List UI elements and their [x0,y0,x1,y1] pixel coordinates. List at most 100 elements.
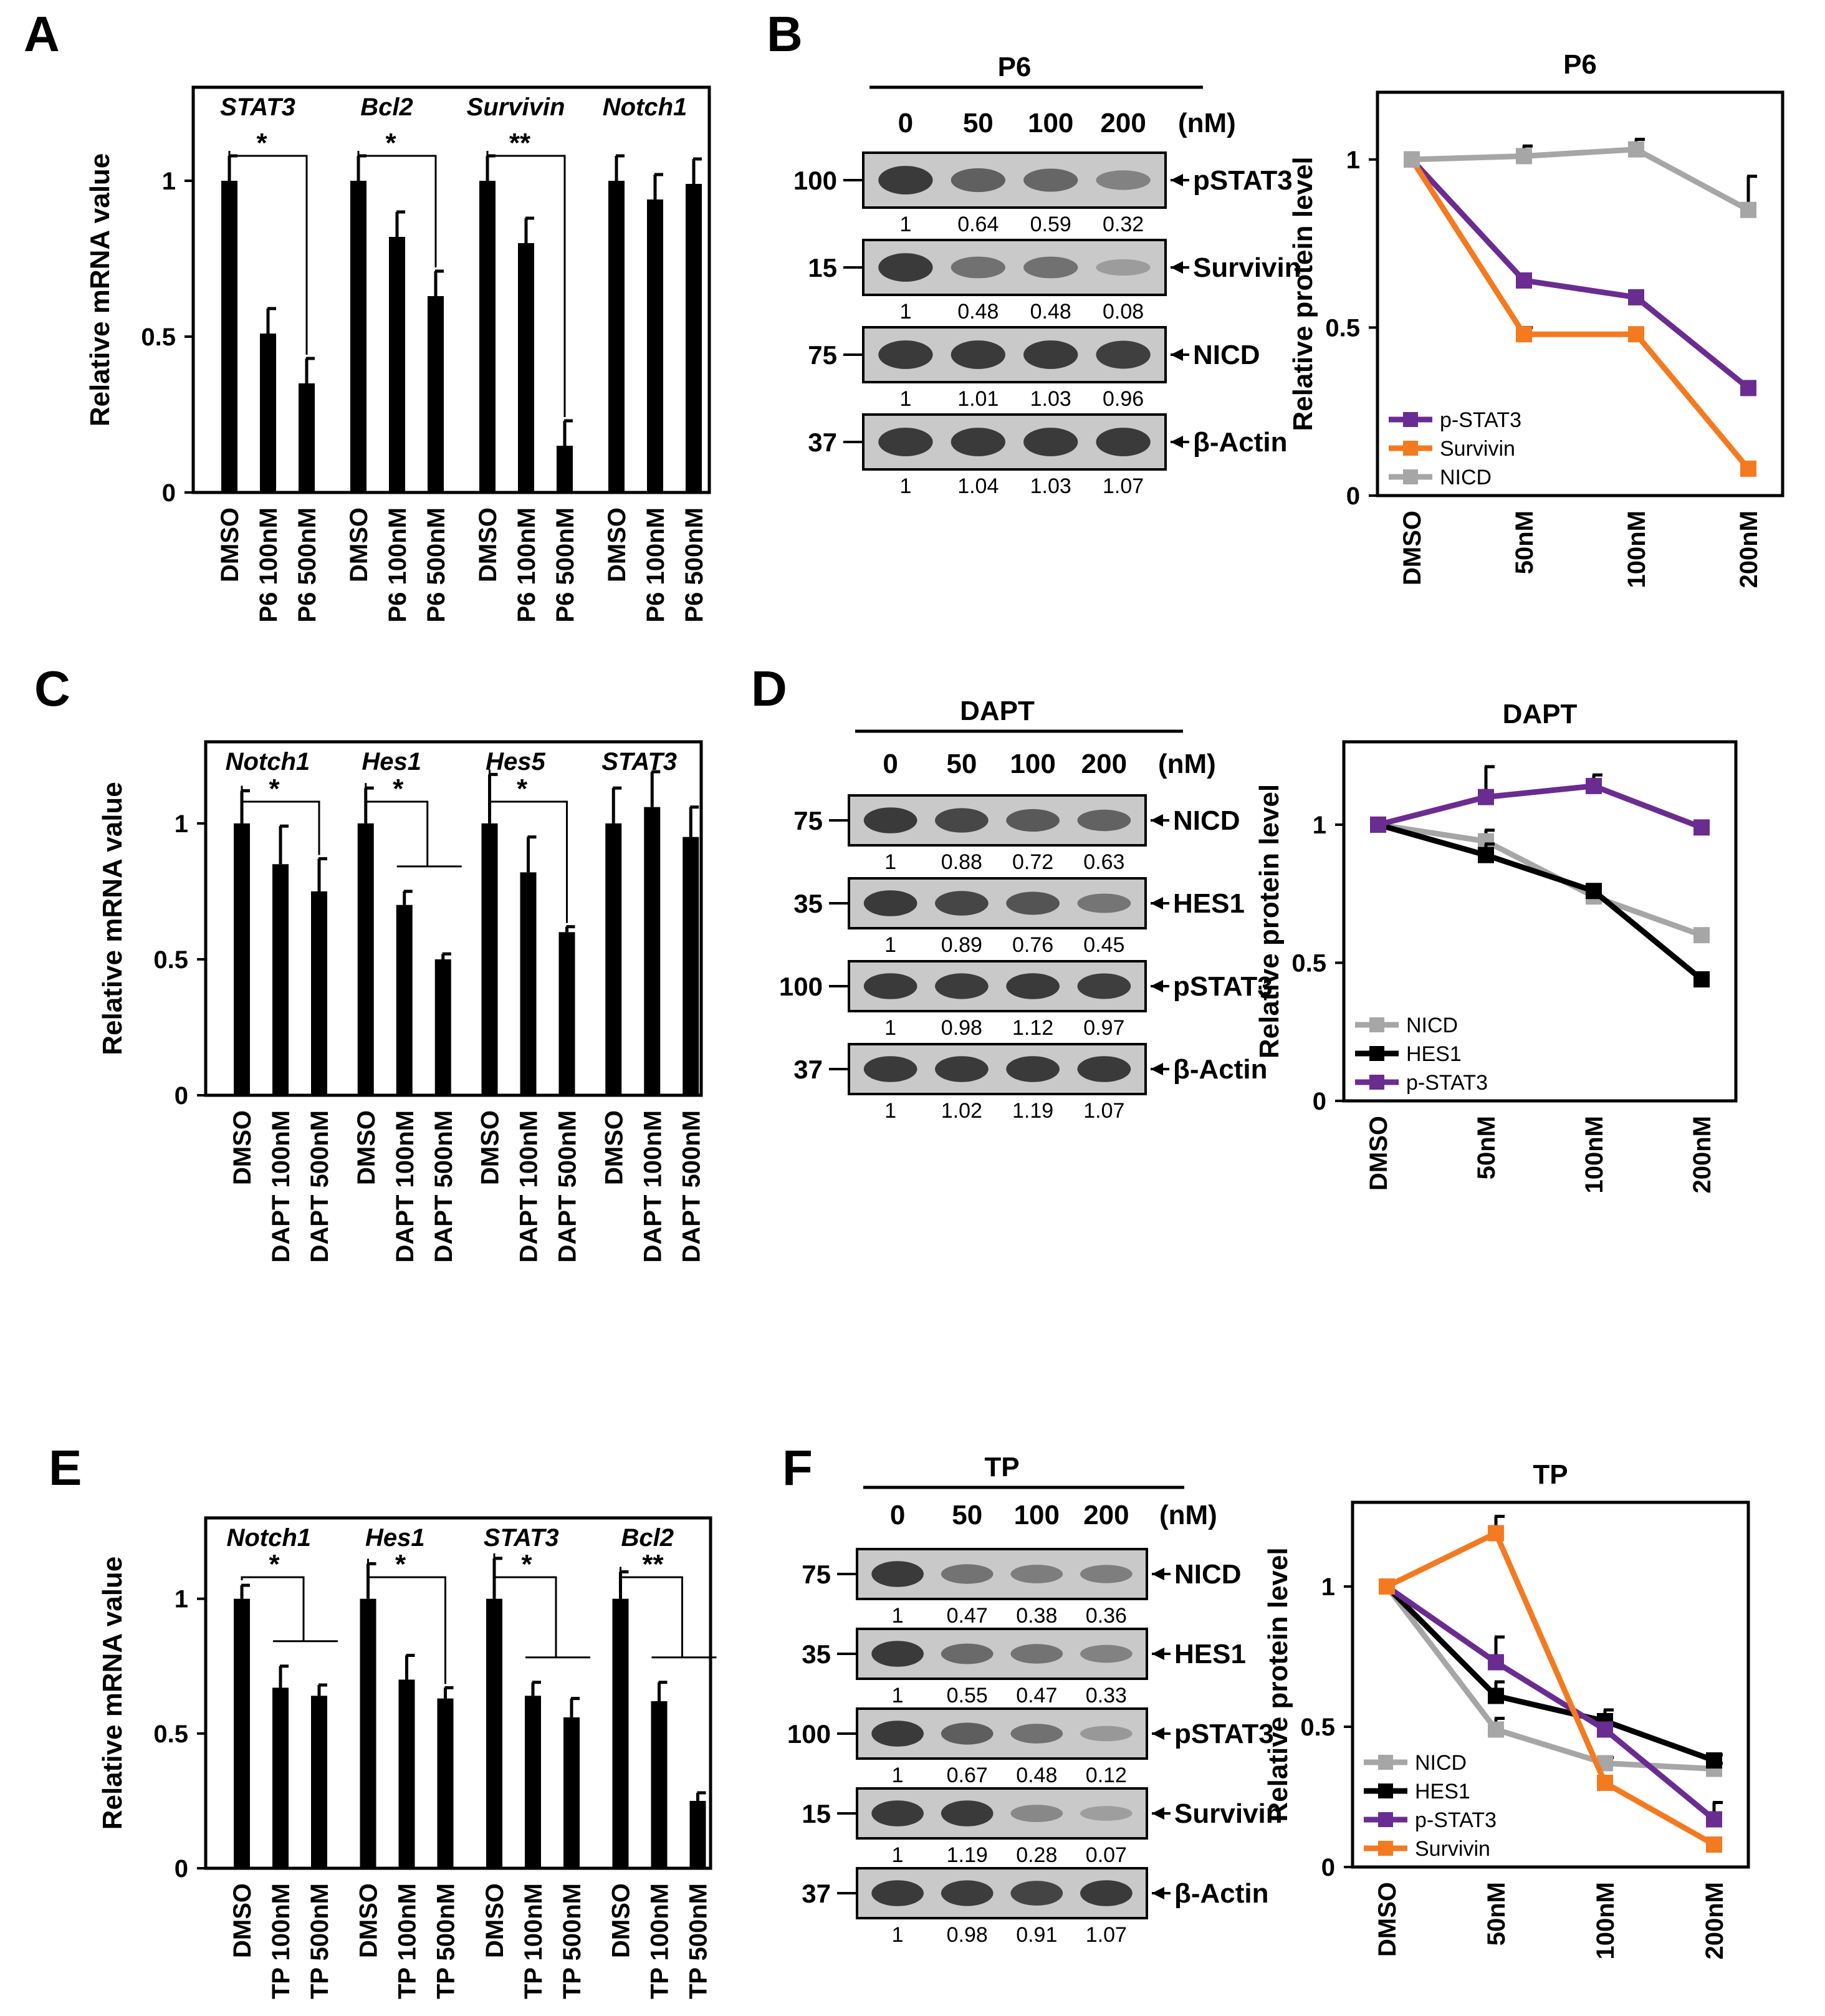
line-chart-f: TP 0 0.5 1 Relative protein level DMSO 50nM 100… [1263,1459,1750,1960]
bar [557,446,573,492]
gene-label: STAT3 [601,748,677,775]
protein-band [1096,170,1151,190]
data-point [1628,289,1644,305]
y-axis-label: Relative mRNA value [85,153,115,427]
protein-band [1077,973,1131,999]
band-quantification: 1.07 [1083,1099,1124,1123]
series-line [1377,822,1703,982]
blot-treatment-title: TP [984,1452,1019,1482]
x-tick-label: DMSO [481,1883,509,1958]
band-quantification: 0.32 [1103,213,1144,236]
x-tick-label: P6 500nM [294,507,321,623]
protein-band [1080,1565,1133,1583]
x-tick-label: DAPT 500nM [678,1110,705,1263]
legend-label: p-STAT3 [1440,408,1521,432]
plot-frame [1376,90,1784,497]
data-point [1597,1775,1613,1791]
x-tick-label: DMSO [477,1110,504,1185]
blot-concentration-label: 100 [1014,1500,1060,1530]
bar [299,383,315,492]
blot-target-label: pSTAT3 [1174,1719,1274,1749]
band-quantification: 1.19 [1012,1099,1053,1123]
data-point [1379,1578,1395,1595]
blot-target-label: NICD [1173,805,1240,836]
x-tick-label: TP 500nM [306,1883,333,1999]
protein-band [1096,259,1151,276]
band-quantification: 0.63 [1083,850,1124,874]
bar [428,296,444,492]
bar [518,243,534,492]
protein-band [941,1564,994,1584]
legend-swatch-marker [1378,1841,1393,1856]
panel-label-a: A [24,6,60,62]
bar [272,864,289,1095]
series-line [1411,146,1750,213]
bar [437,1698,454,1868]
plot-frame [1342,740,1738,1103]
protein-band [1010,1724,1063,1744]
x-tick-label: DMSO [353,1110,380,1185]
protein-band [935,973,989,999]
series-line [1377,822,1703,938]
legend-label: HES1 [1415,1780,1470,1803]
band-quantification: 0.07 [1086,1843,1127,1867]
data-point [1628,141,1644,158]
x-tick-label: DMSO [1374,1882,1401,1957]
x-tick-label: TP 500nM [433,1883,460,1999]
bar [651,1701,668,1868]
band-quantification: 0.55 [947,1684,988,1707]
x-tick-label: 200nM [1735,511,1763,588]
molecular-weight-label: 75 [802,1560,831,1589]
band-quantification: 1.07 [1103,474,1144,498]
band-quantification: 1 [892,1843,904,1867]
legend-label: NICD [1440,466,1492,489]
blot-concentration-label: 0 [898,108,913,138]
blot-strip [856,1707,1148,1760]
x-tick-label: 50nM [1511,511,1538,574]
y-tick-label: 0 [175,1082,188,1110]
band-quantification: 0.64 [957,213,999,236]
significance-bracket [620,1567,683,1658]
y-tick-label: 0 [175,1855,188,1883]
blot-unit-label: (nM) [1158,749,1216,779]
protein-band [935,1056,989,1082]
significance-bracket [489,769,568,923]
protein-band [1080,1880,1133,1906]
protein-band [1080,1806,1133,1821]
blot-concentration-label: 0 [890,1500,905,1530]
chart-title: DAPT [1503,699,1578,729]
band-quantification: 1.04 [957,474,999,498]
band-quantification: 1 [899,474,911,498]
band-quantification: 1 [892,1764,904,1787]
protein-band [1023,340,1078,369]
bar [525,1696,541,1868]
x-tick-label: DMSO [603,507,631,582]
gene-label: STAT3 [220,94,295,121]
band-quantification: 1 [899,300,911,324]
protein-band [935,891,989,916]
data-point [1516,326,1532,343]
y-tick-label: 0.5 [141,324,176,351]
x-tick-label: DMSO [229,1110,256,1185]
y-tick-label: 0.5 [1300,1714,1335,1741]
bar [311,1696,327,1868]
x-tick-label: TP 100nM [267,1883,295,1999]
series-line [1386,1529,1716,1847]
molecular-weight-label: 15 [802,1799,831,1828]
plot-frame [204,1516,712,1870]
protein-band [863,973,917,999]
x-tick-label: 100nM [1581,1116,1608,1194]
data-point [1488,1721,1504,1738]
band-quantification: 1 [884,1099,896,1123]
protein-band [1077,893,1131,913]
protein-band [1010,1805,1063,1822]
significance-mark: * [393,774,404,804]
bar [644,807,661,1095]
molecular-weight-label: 37 [802,1879,831,1908]
x-tick-label: DMSO [608,1883,635,1958]
significance-mark: * [256,128,267,158]
significance-bracket [365,783,429,866]
data-point [1478,847,1494,863]
bar [481,823,498,1095]
protein-band [951,168,1005,193]
